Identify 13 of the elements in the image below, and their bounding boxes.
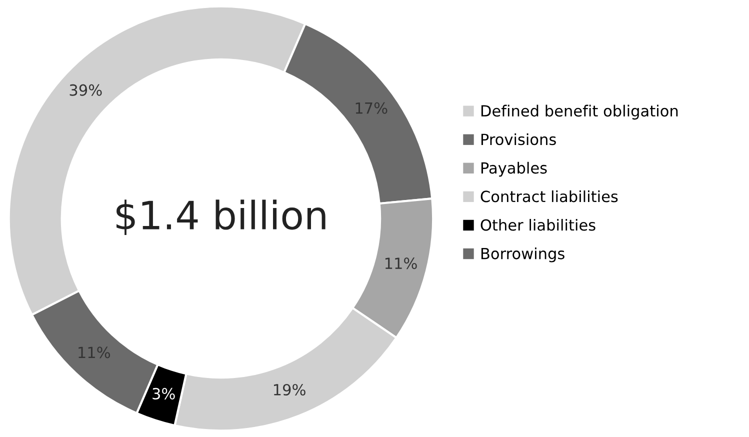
legend-label: Other liabilities (480, 218, 596, 231)
legend-label: Contract liabilities (480, 190, 618, 202)
text: $1.4 billion (116, 200, 326, 235)
data-label: 17% (356, 102, 388, 114)
data-label: 11% (78, 346, 110, 358)
data-label: 19% (274, 384, 306, 396)
legend-label: Payables (481, 162, 547, 177)
data-label: 11% (385, 258, 417, 270)
legend-label: Borrowings (481, 247, 564, 262)
data-label: 39% (70, 84, 102, 96)
legend-label: Provisions (481, 133, 556, 146)
data-label: 3% (152, 388, 175, 400)
legend-label: Defined benefit obligation (481, 104, 678, 120)
